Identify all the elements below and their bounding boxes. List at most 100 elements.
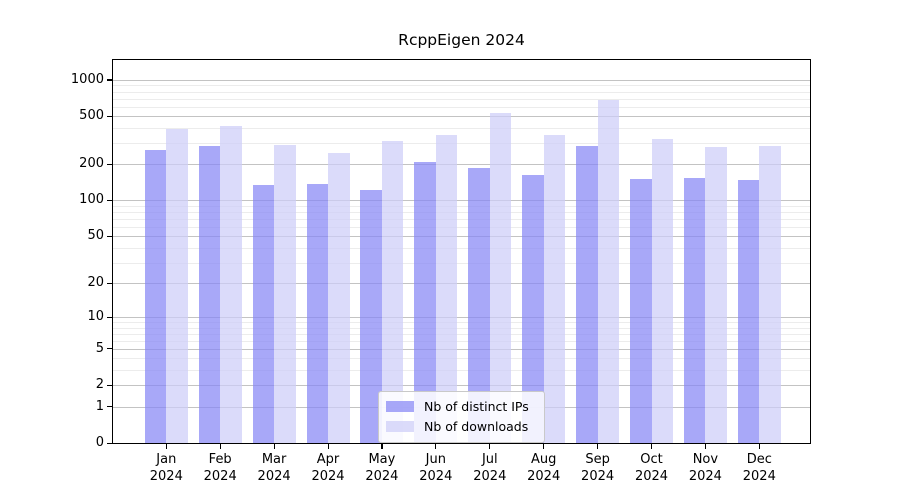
y-tick-label: 0 — [95, 435, 104, 450]
bar-jul-distinct-ips — [468, 167, 490, 443]
gridline-minor — [113, 85, 810, 87]
y-tick-mark — [107, 282, 112, 284]
y-tick-label: 100 — [79, 192, 104, 208]
x-tick-label: Dec 2024 — [742, 452, 776, 484]
grid-layer — [113, 60, 810, 443]
x-tick-label: Jan 2024 — [149, 452, 183, 484]
x-tick-label: Jun 2024 — [419, 452, 453, 484]
gridline-minor — [113, 219, 810, 220]
gridline-minor — [113, 340, 810, 342]
bar-dec-downloads — [759, 146, 781, 443]
bar-jun-downloads — [435, 134, 458, 443]
bar-mar-distinct-ips — [252, 184, 275, 443]
x-tick-label: Mar 2024 — [257, 452, 291, 484]
bar-aug-downloads — [543, 134, 566, 443]
gridline-minor — [113, 98, 810, 100]
y-tick-mark — [107, 406, 112, 408]
y-tick-mark — [107, 79, 112, 81]
legend-swatch-distinct-ips — [386, 401, 414, 412]
bar-jan-distinct-ips — [144, 149, 167, 443]
gridline-major — [113, 200, 810, 202]
gridline-major — [113, 385, 810, 387]
gridline-minor — [113, 358, 810, 360]
y-tick-mark — [107, 348, 112, 350]
bar-apr-downloads — [328, 152, 350, 443]
gridline-minor — [113, 205, 810, 207]
bar-may-downloads — [381, 141, 404, 443]
gridline-minor — [113, 128, 810, 129]
x-tick-mark — [273, 444, 275, 449]
gridline-major — [113, 283, 810, 284]
y-tick-label: 200 — [79, 156, 104, 172]
gridline-minor — [113, 143, 810, 144]
x-tick-mark — [758, 444, 760, 449]
gridline-minor — [113, 226, 810, 228]
bar-dec-distinct-ips — [737, 179, 760, 443]
bar-jan-downloads — [166, 128, 188, 443]
x-tick-mark — [597, 444, 599, 449]
y-tick-label: 10 — [87, 309, 104, 324]
gridline-major — [113, 79, 810, 81]
gridline-minor — [113, 106, 810, 108]
bar-jun-distinct-ips — [414, 162, 436, 443]
bar-nov-downloads — [705, 146, 727, 443]
y-tick-mark — [107, 115, 112, 117]
bar-apr-distinct-ips — [306, 184, 328, 443]
x-tick-label: Feb 2024 — [203, 452, 237, 484]
y-tick-label: 500 — [79, 108, 104, 124]
y-tick-label: 50 — [87, 228, 104, 244]
chart-title: RcppEigen 2024 — [398, 31, 525, 49]
x-tick-mark — [327, 444, 329, 449]
gridline-minor — [113, 322, 810, 323]
bar-nov-distinct-ips — [683, 177, 706, 443]
bar-layer — [113, 60, 810, 443]
bar-feb-downloads — [220, 125, 242, 443]
gridline-minor — [113, 370, 810, 372]
x-tick-label: Nov 2024 — [688, 452, 722, 484]
y-tick-label: 2 — [95, 377, 104, 393]
x-tick-mark — [165, 444, 167, 449]
y-tick-mark — [107, 316, 112, 318]
x-tick-label: May 2024 — [365, 452, 399, 484]
legend-label-distinct-ips: Nb of distinct IPs — [424, 399, 529, 414]
bar-jul-downloads — [489, 112, 512, 443]
gridline-minor — [113, 247, 810, 249]
x-tick-mark — [489, 444, 491, 449]
gridline-minor — [113, 333, 810, 335]
bar-may-distinct-ips — [360, 190, 382, 443]
gridline-minor — [113, 91, 810, 93]
x-tick-mark — [704, 444, 707, 449]
x-tick-mark — [219, 444, 221, 449]
gridline-major — [113, 236, 810, 238]
bar-sep-distinct-ips — [576, 145, 598, 443]
y-tick-label: 1 — [95, 398, 104, 414]
x-tick-mark — [543, 444, 545, 449]
y-tick-mark — [107, 442, 112, 444]
legend-label-downloads: Nb of downloads — [424, 419, 529, 434]
plot-area — [112, 59, 811, 444]
gridline-major — [113, 348, 810, 350]
y-tick-mark — [107, 199, 112, 202]
x-tick-mark — [651, 444, 653, 449]
bar-mar-downloads — [274, 145, 296, 443]
bar-sep-downloads — [597, 100, 620, 443]
gridline-major — [113, 116, 810, 118]
y-tick-mark — [107, 235, 112, 237]
legend-swatch-downloads — [386, 421, 414, 432]
legend: Nb of distinct IPs Nb of downloads — [378, 391, 545, 443]
x-tick-label: Sep 2024 — [581, 452, 615, 484]
gridline-minor — [113, 262, 810, 264]
gridline-minor — [113, 212, 810, 213]
x-tick-label: Jul 2024 — [473, 452, 507, 484]
y-tick-mark — [107, 163, 112, 165]
legend-item-distinct-ips: Nb of distinct IPs — [386, 399, 534, 414]
x-tick-mark — [381, 444, 383, 449]
x-tick-label: Apr 2024 — [311, 452, 345, 484]
y-tick-label: 20 — [87, 275, 104, 290]
y-tick-mark — [107, 384, 112, 386]
x-tick-label: Aug 2024 — [527, 452, 561, 484]
gridline-major — [113, 164, 810, 166]
gridline-major — [113, 317, 810, 318]
bar-oct-downloads — [651, 138, 673, 443]
